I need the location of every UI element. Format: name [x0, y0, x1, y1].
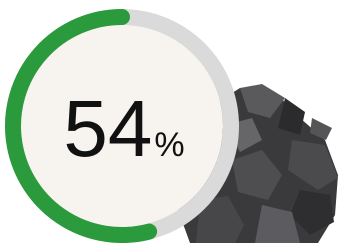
page: 54% (() => { const data = JSON.parse(doc… — [0, 0, 339, 243]
percent-value: 54 — [63, 84, 152, 173]
percent-unit: % — [154, 126, 184, 164]
infographic: 54% — [0, 0, 339, 243]
